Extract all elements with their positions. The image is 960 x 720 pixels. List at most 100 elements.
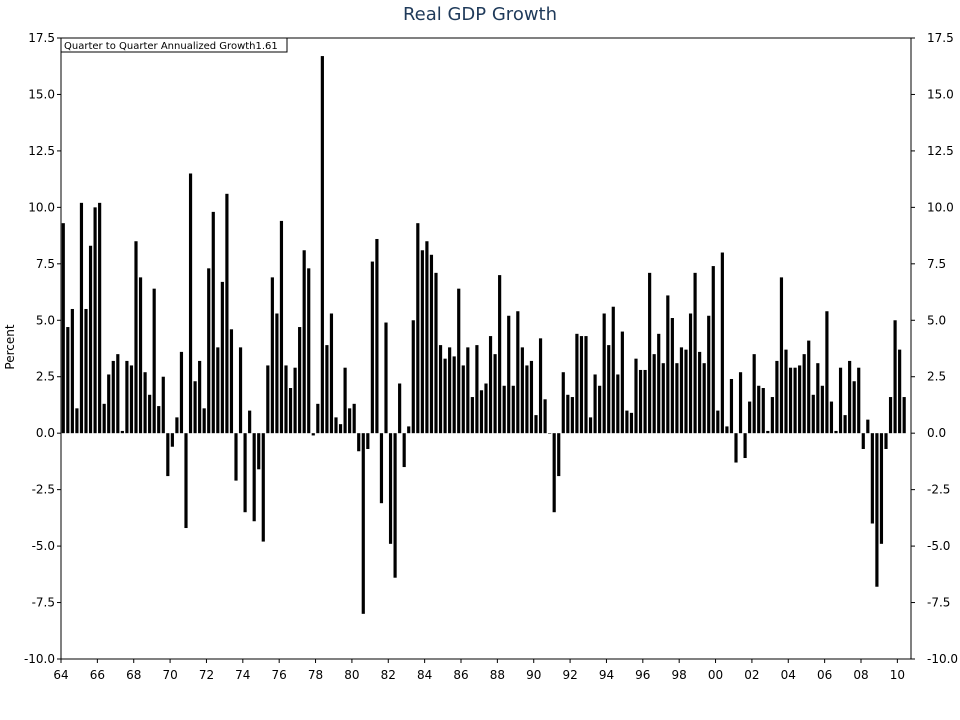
bar: [79, 202, 84, 434]
bar: [116, 354, 120, 434]
bar: [202, 408, 206, 434]
bar: [198, 360, 202, 434]
bar: [757, 385, 761, 434]
bar: [588, 417, 593, 434]
bar: [429, 254, 434, 434]
bar: [402, 433, 406, 468]
y-tick-label-left: 7.5: [36, 257, 55, 271]
bar: [107, 374, 111, 434]
bar: [98, 202, 102, 434]
bar: [825, 311, 829, 434]
bar: [284, 365, 288, 434]
y-tick-label-right: -2.5: [927, 483, 950, 497]
y-tick-label-left: 5.0: [36, 313, 55, 327]
bar: [720, 252, 724, 434]
y-tick-label-left: 15.0: [28, 87, 55, 101]
bar: [670, 318, 674, 434]
bar: [898, 349, 902, 434]
y-tick-label-left: 2.5: [36, 370, 55, 384]
bar: [407, 426, 411, 434]
bar: [307, 268, 311, 434]
bar: [743, 433, 747, 459]
bar: [361, 433, 365, 614]
y-tick-label-right: 15.0: [927, 87, 954, 101]
y-tick-label-left: -2.5: [32, 483, 55, 497]
bar: [779, 277, 784, 434]
bar: [207, 268, 211, 434]
bar: [738, 372, 743, 434]
y-tick-label-left: -10.0: [24, 652, 55, 666]
bar: [566, 394, 570, 434]
bar: [811, 394, 815, 434]
bar: [598, 385, 602, 434]
bar: [688, 313, 693, 434]
bar: [775, 360, 779, 434]
bar: [643, 369, 647, 434]
bar: [343, 367, 347, 434]
bar: [61, 223, 65, 434]
bar: [411, 320, 415, 434]
bar: [761, 388, 765, 434]
x-tick-label: 76: [272, 668, 287, 682]
bar: [870, 433, 874, 524]
bar: [266, 365, 270, 434]
bar: [261, 433, 265, 542]
bar: [770, 397, 774, 434]
bar: [834, 430, 838, 434]
bar: [88, 245, 93, 434]
bar: [702, 363, 706, 434]
bar: [225, 193, 229, 434]
bar: [243, 433, 247, 513]
bar: [693, 272, 697, 434]
bar: [602, 313, 606, 434]
bar: [557, 433, 561, 477]
bar: [302, 250, 306, 434]
bar: [866, 419, 870, 434]
bar: [529, 360, 534, 434]
bar: [157, 406, 161, 434]
y-tick-label-left: -5.0: [32, 539, 55, 553]
bar: [152, 288, 156, 434]
x-tick-label: 82: [381, 668, 396, 682]
bar: [848, 360, 852, 434]
bar: [257, 433, 261, 470]
bar: [548, 433, 552, 434]
bar: [388, 433, 393, 544]
bar: [184, 433, 188, 529]
bar: [211, 211, 215, 434]
bar: [138, 277, 143, 434]
bar: [466, 347, 470, 434]
bar: [93, 207, 97, 434]
bar: [820, 385, 824, 434]
bar: [352, 403, 356, 434]
chart-title: Real GDP Growth: [402, 4, 558, 25]
bar: [470, 397, 474, 434]
x-tick-label: 78: [308, 668, 323, 682]
bar: [370, 261, 374, 434]
bar: [475, 345, 479, 434]
bar: [279, 220, 284, 434]
bar: [838, 367, 843, 434]
y-tick-label-right: -7.5: [927, 596, 950, 610]
bar: [170, 433, 174, 447]
bar: [129, 365, 134, 434]
x-tick-label: 92: [562, 668, 577, 682]
bar: [161, 376, 165, 434]
bar: [575, 333, 579, 434]
bar: [229, 329, 234, 434]
bar: [707, 315, 711, 434]
x-tick-label: 94: [599, 668, 614, 682]
bar: [320, 56, 324, 434]
bar: [334, 417, 338, 434]
x-tick-label: 66: [90, 668, 105, 682]
bar: [538, 338, 543, 434]
bar: [616, 374, 620, 434]
right-y-axis: 17.5 15.0 12.5 10.0 7.5 5.0 2.5 0.0 -2.5 -5.0 -7.5…: [911, 31, 958, 666]
bar: [698, 351, 702, 434]
x-tick-label: 00: [708, 668, 723, 682]
y-tick-label-left: 17.5: [28, 31, 55, 45]
bar: [175, 417, 179, 434]
bar: [579, 336, 584, 434]
bar: [629, 412, 634, 434]
x-tick-label: 04: [781, 668, 796, 682]
